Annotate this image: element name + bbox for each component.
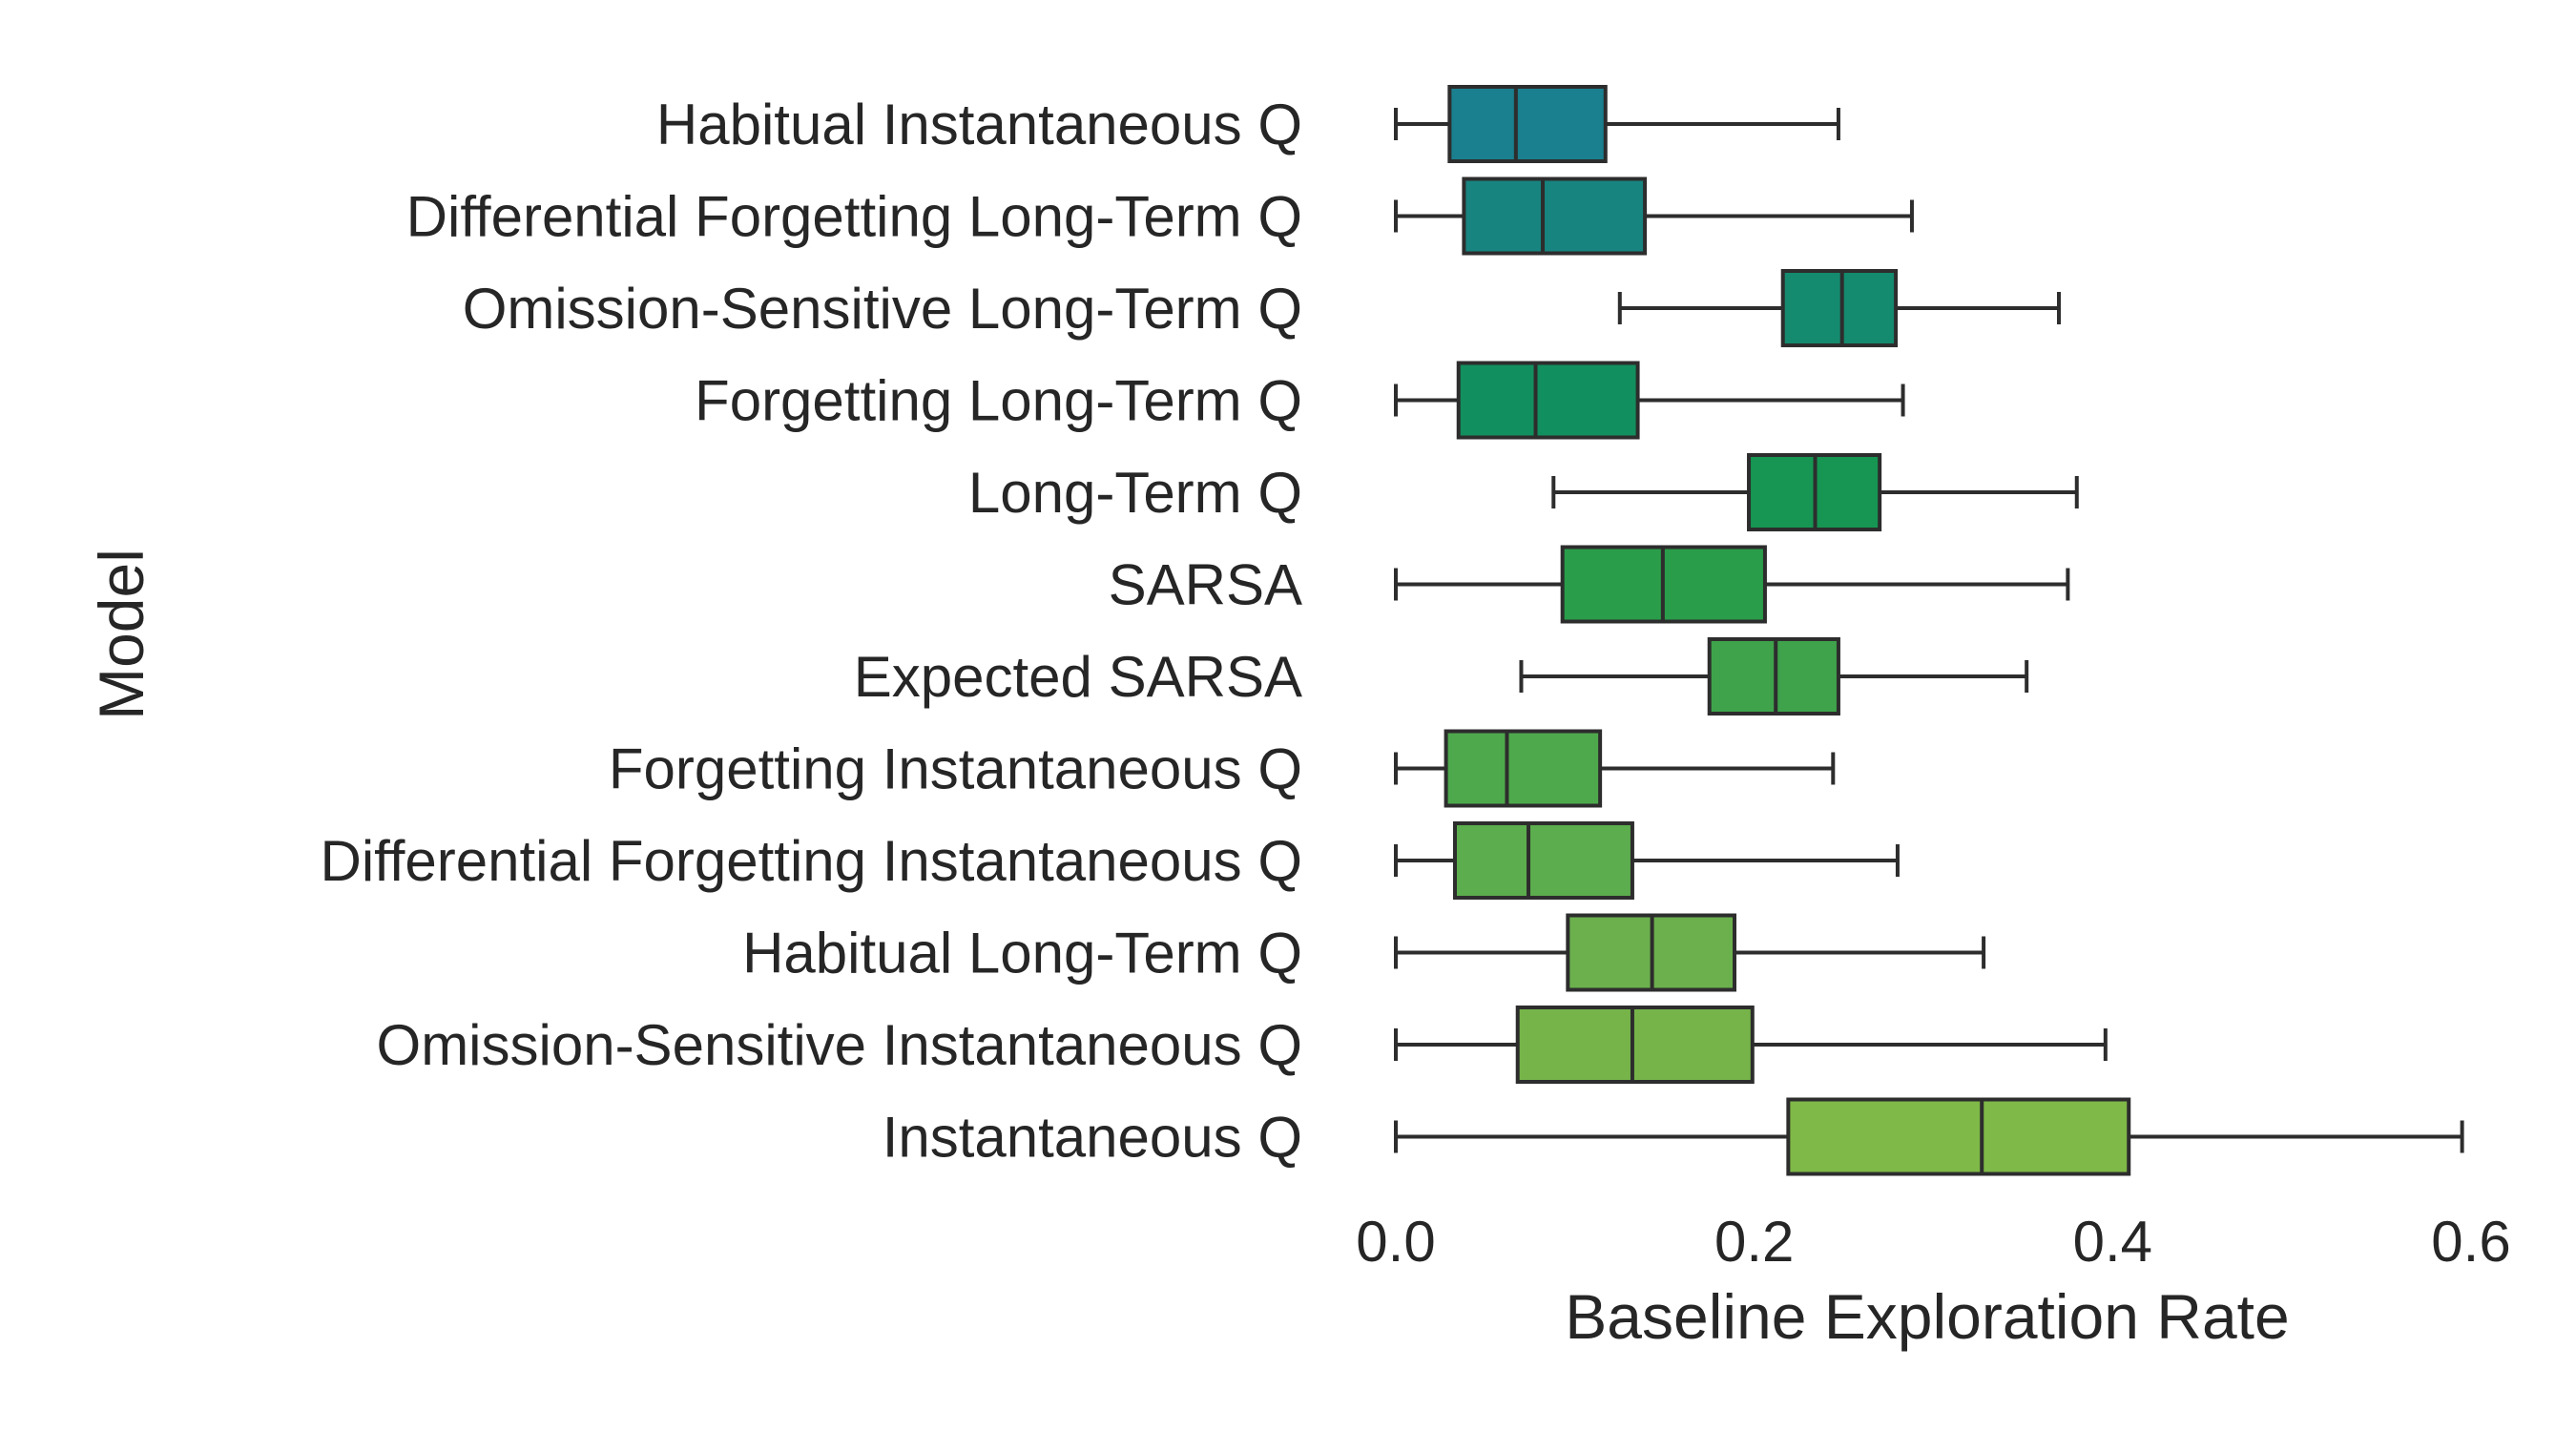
category-label: Omission-Sensitive Long-Term Q (463, 277, 1302, 341)
box-2 (1617, 269, 2061, 347)
y-axis-title: Model (86, 549, 156, 720)
box-iqr (1515, 1006, 1755, 1084)
box-6 (1519, 637, 2029, 716)
box-iqr (1786, 1097, 2131, 1176)
category-label: Forgetting Instantaneous Q (609, 737, 1302, 801)
box-7 (1394, 729, 1836, 808)
box-3 (1394, 361, 1905, 440)
box-11 (1394, 1097, 2464, 1176)
box-0 (1394, 85, 1840, 163)
x-axis-title: Baseline Exploration Rate (1565, 1281, 2289, 1352)
box-iqr (1444, 729, 1603, 808)
box-9 (1394, 913, 1986, 992)
category-label: Instantaneous Q (883, 1106, 1302, 1170)
category-label: Habitual Long-Term Q (742, 922, 1302, 985)
plot-area (1394, 85, 2464, 1176)
box-iqr (1452, 821, 1634, 900)
category-label: Forgetting Long-Term Q (695, 369, 1302, 433)
box-10 (1394, 1006, 2108, 1084)
x-axis-ticks: 0.0 0.2 0.4 0.6 (1356, 1210, 2510, 1274)
x-tick-label: 0.4 (2073, 1210, 2152, 1274)
box-1 (1394, 176, 1914, 256)
box-iqr (1447, 85, 1608, 163)
category-label: Long-Term Q (968, 461, 1302, 525)
x-tick-label: 0.6 (2431, 1210, 2510, 1274)
box-iqr (1780, 269, 1899, 347)
category-label: Differential Forgetting Long-Term Q (406, 185, 1302, 249)
box-5 (1394, 545, 2070, 624)
box-iqr (1462, 176, 1648, 256)
box-8 (1394, 821, 1900, 900)
category-label: Differential Forgetting Instantaneous Q (321, 829, 1303, 893)
x-tick-label: 0.2 (1714, 1210, 1794, 1274)
category-label: Habitual Instantaneous Q (656, 93, 1302, 156)
box-4 (1551, 453, 2079, 531)
box-iqr (1456, 361, 1640, 440)
category-label: SARSA (1109, 553, 1302, 617)
x-tick-label: 0.0 (1356, 1210, 1435, 1274)
category-label: Expected SARSA (854, 645, 1302, 709)
y-tick-labels: Habitual Instantaneous Q Differential For… (321, 93, 1303, 1170)
category-label: Omission-Sensitive Instantaneous Q (377, 1013, 1302, 1077)
